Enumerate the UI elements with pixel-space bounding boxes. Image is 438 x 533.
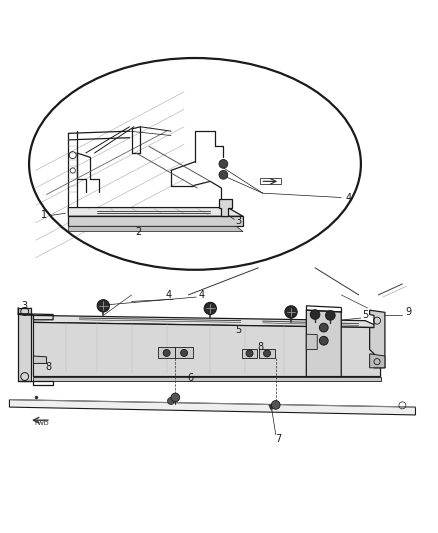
Text: 4: 4 [346,192,352,203]
Polygon shape [306,334,317,350]
Text: 9: 9 [406,308,412,317]
Polygon shape [68,227,243,231]
Circle shape [319,336,328,345]
Polygon shape [33,356,46,364]
Text: 4: 4 [198,290,205,300]
Text: 5: 5 [362,310,368,319]
Text: 7: 7 [275,434,281,444]
Polygon shape [68,207,243,216]
Circle shape [204,302,216,314]
FancyBboxPatch shape [259,349,275,358]
Circle shape [219,171,228,179]
Circle shape [310,310,320,319]
FancyBboxPatch shape [158,348,175,358]
Text: 2: 2 [135,228,141,237]
Circle shape [180,350,187,357]
Polygon shape [68,216,243,227]
Polygon shape [33,316,381,328]
Text: 6: 6 [187,373,194,383]
Polygon shape [219,199,232,216]
Polygon shape [18,308,31,381]
FancyBboxPatch shape [242,349,258,358]
Circle shape [171,393,180,402]
Polygon shape [10,400,416,415]
Text: 3: 3 [21,301,28,311]
Circle shape [325,311,335,320]
Circle shape [319,323,328,332]
Text: 8: 8 [258,342,264,352]
Circle shape [285,306,297,318]
Circle shape [167,398,174,405]
Polygon shape [370,354,385,368]
Polygon shape [370,310,385,368]
Polygon shape [33,322,381,376]
Text: 3: 3 [236,216,242,225]
Text: 8: 8 [46,362,52,372]
Text: 5: 5 [236,325,242,335]
Circle shape [246,350,253,357]
Polygon shape [306,310,341,376]
Text: FWD: FWD [35,421,49,426]
Circle shape [272,400,280,409]
FancyBboxPatch shape [175,348,193,358]
Polygon shape [33,376,381,381]
Text: 1: 1 [41,211,47,221]
Circle shape [97,300,110,312]
Text: 4: 4 [166,290,172,300]
Circle shape [219,159,228,168]
Circle shape [264,350,271,357]
Circle shape [163,350,170,357]
